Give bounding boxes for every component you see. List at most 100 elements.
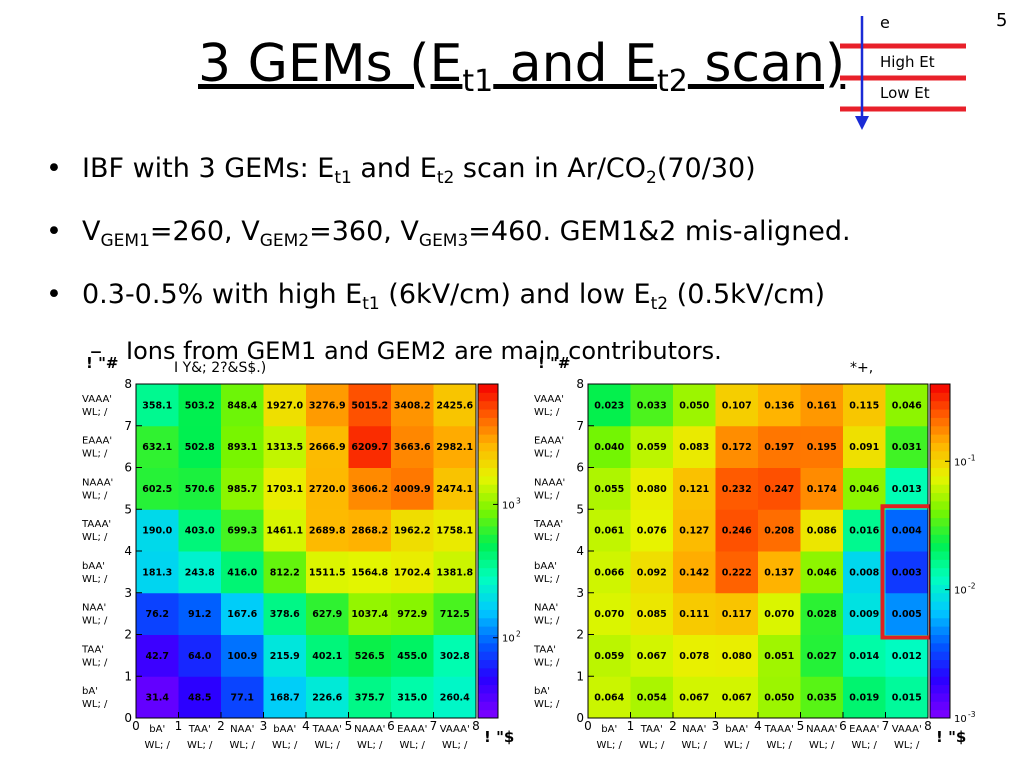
colorbar-segment bbox=[930, 592, 950, 602]
cell-value-label: 2474.1 bbox=[436, 484, 473, 495]
cell-value-label: 893.1 bbox=[227, 442, 257, 453]
heatmap-cell bbox=[391, 551, 434, 594]
low-et-label: Low Et bbox=[880, 84, 930, 102]
cell-value-label: 570.6 bbox=[185, 484, 215, 495]
cell-value-label: 1564.8 bbox=[351, 567, 388, 578]
cell-value-label: 0.080 bbox=[637, 484, 667, 495]
bullet-ibf: IBF with 3 GEMs: Et1 and Et2 scan in Ar/… bbox=[44, 142, 1024, 205]
colorbar-segment bbox=[930, 459, 950, 468]
cell-value-label: 403.0 bbox=[185, 526, 215, 537]
x-tick-label: 2 bbox=[669, 719, 677, 733]
x-bin-unit: WL; / bbox=[894, 740, 920, 751]
electron-arrow-head bbox=[855, 116, 869, 130]
heatmap-cell bbox=[758, 634, 801, 677]
heatmap-cell bbox=[348, 551, 392, 594]
y-tick-label: 6 bbox=[124, 461, 132, 475]
heatmap-cell bbox=[306, 592, 349, 635]
heatmap-cell bbox=[843, 592, 886, 635]
heatmap-cell bbox=[263, 551, 307, 594]
y-bin-label: TAA' bbox=[533, 644, 556, 655]
cell-value-label: 91.2 bbox=[188, 609, 211, 620]
x-bin-label: bAA' bbox=[725, 724, 748, 735]
heatmap-cell bbox=[885, 425, 929, 468]
cell-value-label: 4009.9 bbox=[394, 484, 431, 495]
cell-value-label: 31.4 bbox=[146, 693, 170, 704]
x-bin-unit: WL; / bbox=[315, 740, 341, 751]
cell-value-label: 0.054 bbox=[637, 693, 667, 704]
colorbar-segment bbox=[478, 692, 498, 702]
cell-value-label: 243.8 bbox=[185, 567, 215, 578]
colorbar-segment bbox=[478, 584, 498, 594]
heatmap-cell bbox=[221, 425, 264, 468]
heatmap-cell bbox=[391, 384, 434, 427]
y-tick-label: 8 bbox=[124, 377, 132, 391]
cell-value-label: 0.117 bbox=[722, 609, 752, 620]
cell-value-label: 0.197 bbox=[764, 442, 794, 453]
x-bin-unit: WL; / bbox=[145, 740, 171, 751]
bullet-list: IBF with 3 GEMs: Et1 and Et2 scan in Ar/… bbox=[44, 142, 1024, 371]
cell-value-label: 0.012 bbox=[892, 651, 922, 662]
x-bin-label: NAA' bbox=[682, 724, 706, 735]
heatmap-cell bbox=[178, 676, 222, 719]
y-tick-label: 5 bbox=[576, 502, 584, 516]
colorbar-segment bbox=[930, 525, 950, 535]
heatmap-cell bbox=[588, 676, 631, 719]
y-bin-unit: WL; / bbox=[534, 532, 560, 543]
heatmap-cell bbox=[178, 634, 222, 677]
cell-value-label: 503.2 bbox=[185, 400, 215, 411]
cell-value-label: 627.9 bbox=[312, 609, 342, 620]
cell-value-label: 0.222 bbox=[722, 567, 752, 578]
bullet-text: (6kV/cm) and low E bbox=[379, 279, 651, 310]
colorbar-segment bbox=[930, 659, 950, 669]
cell-value-label: 0.019 bbox=[849, 693, 879, 704]
y-axis-corner-label: ! "# bbox=[538, 354, 570, 372]
y-tick-label: 7 bbox=[124, 419, 132, 433]
colorbar-segment bbox=[478, 659, 498, 669]
cell-value-label: 1313.5 bbox=[266, 442, 303, 453]
cell-value-label: 985.7 bbox=[227, 484, 257, 495]
heatmap-cell bbox=[588, 425, 631, 468]
cell-value-label: 0.040 bbox=[594, 442, 624, 453]
colorbar-segment bbox=[478, 509, 498, 519]
heatmap-cell bbox=[306, 384, 349, 427]
cell-value-label: 0.107 bbox=[722, 400, 752, 411]
x-bin-unit: WL; / bbox=[187, 740, 213, 751]
colorbar-segment bbox=[930, 442, 950, 452]
cell-value-label: 0.232 bbox=[722, 484, 752, 495]
colorbar-segment bbox=[930, 601, 950, 610]
heatmap-cell bbox=[178, 467, 222, 510]
y-bin-unit: WL; / bbox=[82, 657, 108, 668]
heatmap-svg: 31.4 48.5 77.1 168.7 226.6 375.7 315.0 260.4 42.… bbox=[81, 354, 521, 751]
bullet-voltages: VGEM1=260, VGEM2=360, VGEM3=460. GEM1&2 … bbox=[44, 205, 1024, 268]
cell-value-label: 5015.2 bbox=[351, 400, 388, 411]
cell-value-label: 0.035 bbox=[807, 693, 837, 704]
cell-value-label: 0.064 bbox=[594, 693, 624, 704]
x-bin-label: TAAA' bbox=[312, 724, 342, 735]
heatmap-cell bbox=[306, 551, 349, 594]
colorbar-tick-label: 10 bbox=[954, 586, 967, 597]
cell-value-label: 0.033 bbox=[637, 400, 667, 411]
cell-value-label: 0.080 bbox=[722, 651, 752, 662]
cell-value-label: 2666.9 bbox=[309, 442, 346, 453]
y-bin-unit: WL; / bbox=[82, 449, 108, 460]
colorbar-segment bbox=[930, 417, 950, 427]
y-tick-label: 3 bbox=[576, 586, 584, 600]
cell-value-label: 181.3 bbox=[142, 567, 172, 578]
cell-value-label: 378.6 bbox=[270, 609, 300, 620]
heatmap-cell bbox=[263, 676, 307, 719]
heatmap-cell bbox=[433, 676, 477, 719]
cell-value-label: 2868.2 bbox=[351, 526, 388, 537]
cell-value-label: 42.7 bbox=[146, 651, 169, 662]
heatmap-cell bbox=[433, 551, 477, 594]
colorbar-segment bbox=[478, 500, 498, 510]
bullet-text: V bbox=[82, 216, 101, 247]
y-bin-label: NAA' bbox=[534, 603, 558, 614]
heatmap-cell bbox=[433, 634, 477, 677]
y-tick-label: 2 bbox=[576, 628, 584, 642]
heatmap-cell bbox=[588, 634, 631, 677]
colorbar-segment bbox=[478, 484, 498, 494]
heatmap-cell bbox=[306, 634, 349, 677]
y-bin-label: bAA' bbox=[82, 561, 105, 572]
x-axis-corner-label: ! "$ bbox=[936, 728, 966, 746]
x-tick-label: 7 bbox=[430, 719, 438, 733]
